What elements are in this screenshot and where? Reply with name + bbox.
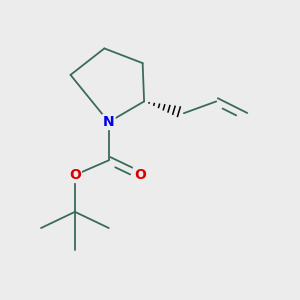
Text: N: N <box>103 115 115 129</box>
Text: O: O <box>69 168 81 182</box>
Text: O: O <box>134 168 146 182</box>
